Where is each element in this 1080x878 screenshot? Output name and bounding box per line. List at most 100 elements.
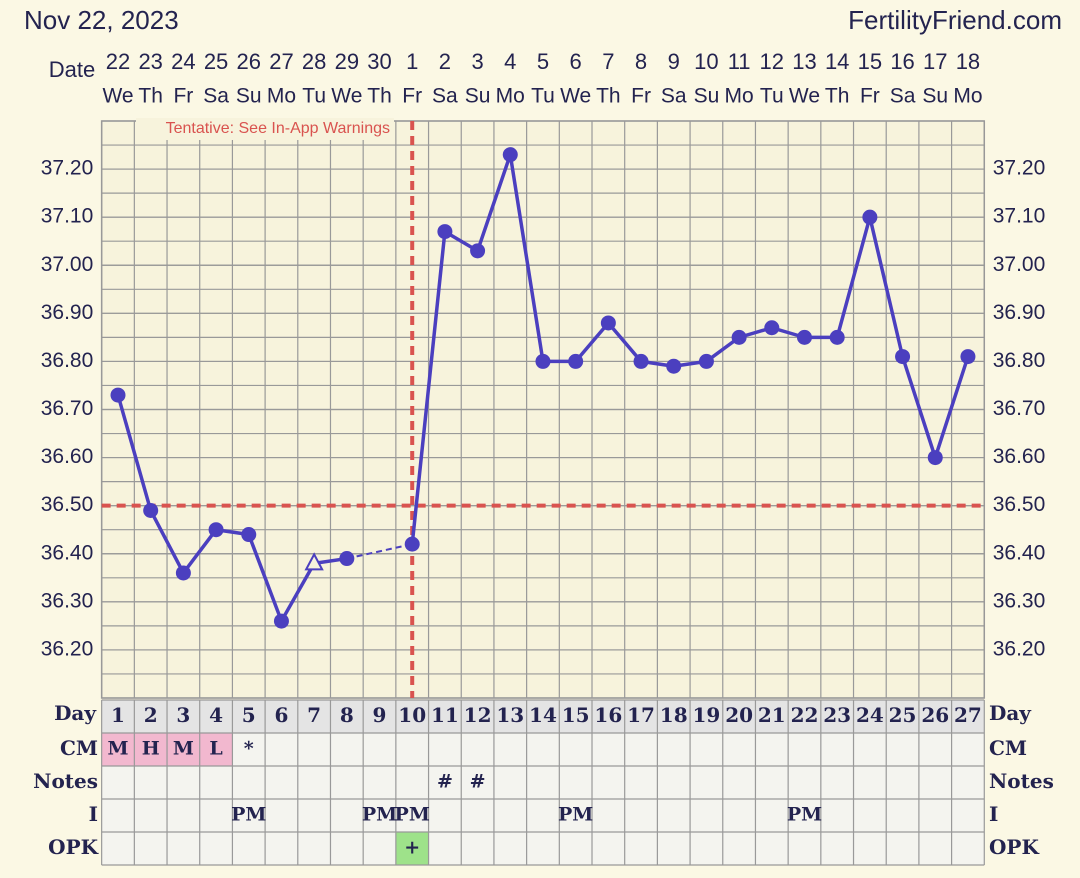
annotation-bg — [136, 118, 394, 140]
x-tick-label: 12 — [464, 703, 492, 727]
row-label: I — [89, 802, 98, 826]
x-tick-label: 17 — [627, 703, 655, 727]
x-tick-label: 13 — [496, 703, 524, 727]
row-label: OPK — [48, 835, 98, 859]
point — [241, 527, 257, 543]
date-label: Date — [49, 57, 95, 82]
point — [110, 387, 126, 403]
row-cell: PM — [362, 804, 397, 826]
row-cell: PM — [787, 804, 822, 826]
weekday-label: Tu — [302, 85, 326, 108]
point — [404, 536, 420, 552]
cell-highlight — [101, 733, 135, 766]
row-label-right: CM — [989, 736, 1027, 760]
row-label: CM — [60, 736, 98, 760]
x-tick-label: 20 — [725, 703, 753, 727]
date-label: 26 — [237, 49, 261, 74]
point — [502, 147, 518, 163]
date-label: 13 — [792, 49, 816, 74]
weekday-label: Tu — [760, 85, 784, 108]
point — [143, 502, 159, 518]
weekday-label: Su — [694, 85, 720, 108]
x-tick-label: 8 — [340, 703, 354, 727]
cell-highlight — [167, 733, 200, 766]
y-tick-label: 36.80 — [41, 349, 94, 372]
x-tick-label: 14 — [529, 703, 557, 727]
x-tick-label: 7 — [307, 703, 321, 727]
row-label-right: I — [989, 802, 998, 826]
y2-tick-label: 36.90 — [993, 301, 1046, 324]
annotation: Tentative: See In-App Warnings — [166, 120, 390, 137]
point — [796, 329, 812, 345]
y-tick-label: 36.90 — [41, 301, 94, 324]
x-tick-label: 18 — [660, 703, 688, 727]
row-cell: PM — [395, 804, 430, 826]
weekday-label: Tu — [531, 85, 555, 108]
y2-tick-label: 36.50 — [993, 493, 1046, 516]
y-tick-label: 37.00 — [41, 253, 94, 276]
point — [208, 522, 224, 538]
date-label: 14 — [825, 49, 849, 74]
y-tick-label: 37.20 — [41, 157, 94, 180]
row-cell: # — [470, 771, 486, 793]
x-tick-label: 6 — [274, 703, 288, 727]
weekday-label: Sa — [203, 85, 229, 108]
weekday-label: Mo — [953, 85, 982, 108]
date-label: 1 — [406, 49, 418, 74]
y2-tick-label: 36.60 — [993, 445, 1046, 468]
point — [829, 329, 845, 345]
row-label-right: Notes — [989, 769, 1054, 793]
date-label: 28 — [302, 49, 326, 74]
gap-connector — [346, 543, 413, 560]
row-label-right: OPK — [989, 835, 1039, 859]
weekday-label: Sa — [890, 85, 916, 108]
x-tick-label: 24 — [856, 703, 884, 727]
row-cell: PM — [558, 804, 593, 826]
date-label: 7 — [602, 49, 614, 74]
y-tick-label: 36.40 — [41, 541, 94, 564]
date-label: 6 — [570, 49, 582, 74]
weekday-label: We — [789, 85, 820, 108]
point — [960, 349, 976, 365]
x-tick-label: 9 — [373, 703, 387, 727]
y2-tick-label: 36.30 — [993, 589, 1046, 612]
point-triangle — [304, 552, 324, 571]
point — [862, 209, 878, 225]
date-label: 17 — [923, 49, 947, 74]
date-label: 27 — [269, 49, 293, 74]
row-cell: PM — [231, 804, 266, 826]
cell-highlight — [199, 733, 233, 766]
x-tick-label: 26 — [921, 703, 949, 727]
y2-tick-label: 36.70 — [993, 397, 1046, 420]
y-tick-label: 36.60 — [41, 445, 94, 468]
weekday-label: Fr — [402, 85, 422, 108]
x-tick-label: 5 — [242, 703, 256, 727]
date-label: 18 — [956, 49, 980, 74]
point — [175, 565, 191, 581]
weekday-label: Mo — [496, 85, 525, 108]
chart-title: Nov 22, 2023 — [24, 5, 179, 35]
x-tick-label: 23 — [823, 703, 851, 727]
row-cell: L — [209, 738, 222, 760]
y2-tick-label: 36.40 — [993, 541, 1046, 564]
date-label: 4 — [504, 49, 516, 74]
point — [600, 315, 616, 331]
weekday-label: Mo — [725, 85, 754, 108]
point — [437, 224, 453, 240]
day-label-right: Day — [989, 701, 1032, 725]
weekday-label: Mo — [267, 85, 296, 108]
x-tick-label: 22 — [791, 703, 819, 727]
x-tick-label: 19 — [692, 703, 720, 727]
point — [666, 358, 682, 374]
date-label: 11 — [728, 49, 751, 74]
weekday-label: Th — [367, 85, 392, 108]
temperature-line — [116, 394, 348, 623]
weekday-label: Th — [825, 85, 850, 108]
weekday-label: We — [560, 85, 591, 108]
weekday-label: Th — [138, 85, 163, 108]
y2-tick-label: 37.10 — [993, 205, 1046, 228]
x-tick-label: 25 — [889, 703, 917, 727]
row-cell: * — [244, 738, 254, 760]
x-tick-label: 21 — [758, 703, 786, 727]
y-tick-label: 36.30 — [41, 589, 94, 612]
